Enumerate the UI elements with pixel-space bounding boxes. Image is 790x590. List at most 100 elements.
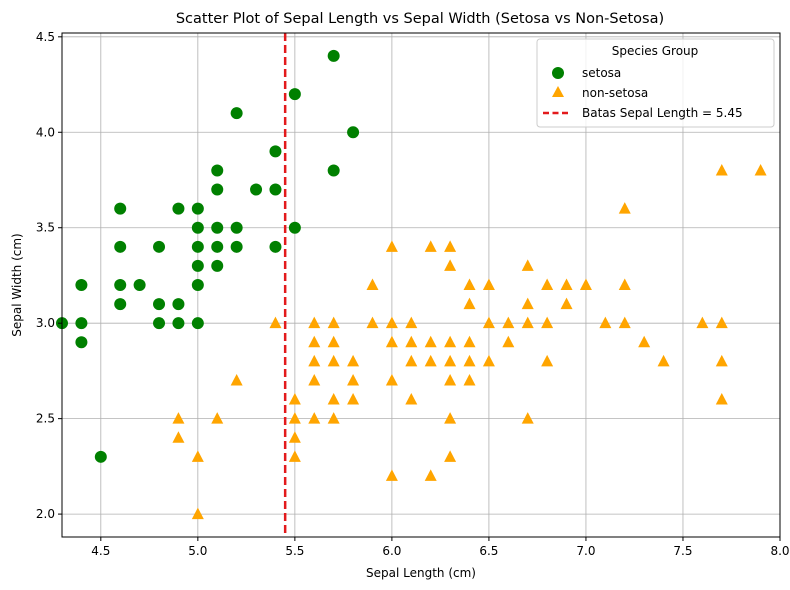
point-setosa xyxy=(269,145,282,158)
point-setosa xyxy=(211,240,224,253)
point-non-setosa xyxy=(288,450,301,462)
point-setosa xyxy=(191,279,204,291)
legend: Species Group setosa non-setosa Batas Se… xyxy=(536,38,775,128)
point-non-setosa xyxy=(444,240,457,252)
legend-marker-non-setosa xyxy=(552,86,564,97)
legend-title: Species Group xyxy=(612,44,699,58)
point-non-setosa xyxy=(405,316,418,329)
point-non-setosa xyxy=(385,316,398,329)
point-setosa xyxy=(75,279,88,291)
x-tick-label: 5.5 xyxy=(285,544,304,558)
legend-box xyxy=(536,38,775,128)
x-tick-label: 4.5 xyxy=(91,544,110,558)
point-setosa xyxy=(114,298,127,311)
point-non-setosa xyxy=(463,297,476,310)
point-setosa xyxy=(153,240,166,253)
point-non-setosa xyxy=(288,393,301,405)
point-setosa xyxy=(75,317,88,330)
point-non-setosa xyxy=(618,202,631,214)
point-non-setosa xyxy=(347,354,360,367)
point-setosa xyxy=(153,317,166,330)
point-setosa xyxy=(94,450,107,463)
point-non-setosa xyxy=(327,393,340,405)
point-non-setosa xyxy=(560,278,573,290)
point-non-setosa xyxy=(385,335,398,348)
point-non-setosa xyxy=(172,412,185,424)
point-non-setosa xyxy=(463,335,476,348)
point-setosa xyxy=(133,279,146,291)
point-setosa xyxy=(211,259,224,272)
y-axis-ticks: 2.0 2.5 3.0 3.5 4.0 4.5 xyxy=(36,30,62,521)
y-tick-label: 4.0 xyxy=(36,125,55,139)
plot-frame xyxy=(61,32,781,538)
x-tick-label: 6.0 xyxy=(382,544,401,558)
x-tick-label: 5.0 xyxy=(188,544,207,558)
point-non-setosa xyxy=(502,316,515,329)
x-axis-label: Sepal Length (cm) xyxy=(366,566,476,580)
point-non-setosa xyxy=(366,316,379,329)
point-non-setosa xyxy=(521,297,534,310)
point-non-setosa xyxy=(502,335,515,348)
x-tick-label: 8.0 xyxy=(770,544,789,558)
x-tick-label: 7.0 xyxy=(576,544,595,558)
point-setosa xyxy=(114,279,127,291)
point-non-setosa xyxy=(463,278,476,290)
point-non-setosa xyxy=(308,335,321,348)
point-non-setosa xyxy=(696,316,709,329)
point-setosa xyxy=(75,336,88,349)
point-non-setosa xyxy=(560,297,573,310)
point-non-setosa xyxy=(521,316,534,329)
point-non-setosa xyxy=(385,240,398,252)
point-non-setosa xyxy=(444,335,457,348)
point-non-setosa xyxy=(327,335,340,348)
point-setosa xyxy=(327,164,340,177)
point-setosa xyxy=(191,202,204,215)
point-non-setosa xyxy=(191,450,204,462)
point-setosa xyxy=(269,183,282,196)
point-non-setosa xyxy=(541,316,554,329)
point-setosa xyxy=(191,240,204,253)
point-setosa xyxy=(230,240,243,253)
point-setosa xyxy=(153,298,166,311)
point-setosa xyxy=(191,259,204,272)
point-non-setosa xyxy=(541,354,554,367)
point-non-setosa xyxy=(385,469,398,481)
point-non-setosa xyxy=(327,316,340,329)
legend-label-setosa: setosa xyxy=(582,66,621,80)
point-non-setosa xyxy=(327,412,340,424)
point-non-setosa xyxy=(211,412,224,424)
point-non-setosa xyxy=(754,163,767,176)
data-points xyxy=(56,49,767,520)
y-tick-label: 3.5 xyxy=(36,221,55,235)
point-non-setosa xyxy=(327,354,340,367)
point-non-setosa xyxy=(657,354,670,367)
point-setosa xyxy=(172,202,185,215)
point-setosa xyxy=(230,221,243,234)
point-non-setosa xyxy=(366,278,379,290)
point-non-setosa xyxy=(288,431,301,443)
legend-label-reference-line: Batas Sepal Length = 5.45 xyxy=(582,106,743,120)
point-setosa xyxy=(211,221,224,234)
point-non-setosa xyxy=(482,278,495,290)
point-setosa xyxy=(114,240,127,253)
point-setosa xyxy=(269,240,282,253)
point-non-setosa xyxy=(638,335,651,348)
point-non-setosa xyxy=(444,259,457,271)
y-tick-label: 2.0 xyxy=(36,507,55,521)
point-setosa xyxy=(347,126,360,139)
point-non-setosa xyxy=(230,373,243,386)
point-non-setosa xyxy=(424,240,437,252)
point-non-setosa xyxy=(463,354,476,367)
point-non-setosa xyxy=(482,316,495,329)
y-axis-label: Sepal Width (cm) xyxy=(10,233,24,336)
x-axis-ticks: 4.5 5.0 5.5 6.0 6.5 7.0 7.5 8.0 xyxy=(91,537,790,558)
point-non-setosa xyxy=(308,373,321,386)
point-setosa xyxy=(250,183,263,196)
point-setosa xyxy=(191,317,204,330)
legend-marker-setosa xyxy=(552,67,564,79)
point-non-setosa xyxy=(521,412,534,424)
point-non-setosa xyxy=(308,354,321,367)
point-non-setosa xyxy=(444,354,457,367)
point-non-setosa xyxy=(347,393,360,405)
